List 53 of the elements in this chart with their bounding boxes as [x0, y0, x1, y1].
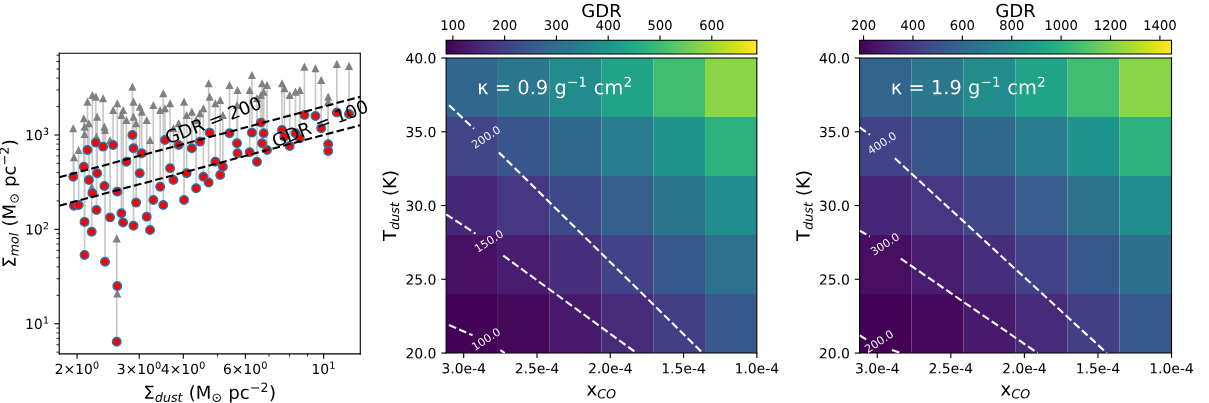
y-tick-label: 35.0: [406, 126, 436, 138]
y-tick-label: 25.0: [819, 274, 849, 285]
x-tick-label: 1.0e-4: [736, 363, 779, 374]
y-tick-label: 25.0: [406, 274, 436, 285]
x-axis-title: x$_{CO}$: [586, 385, 616, 399]
color-bar-label: 200: [851, 20, 876, 31]
y-axis-title: T$_{dust}$ (K): [795, 171, 813, 242]
x-tick-label: 2.0e-4: [1003, 363, 1046, 374]
x-axis-title: x$_{CO}$: [1001, 385, 1030, 399]
x-tick-label: 2.5e-4: [929, 363, 973, 374]
y-tick-label: 20.0: [406, 348, 436, 359]
x-tick-label: 1.5e-4: [662, 363, 706, 374]
color-bar-label: 600: [700, 20, 724, 31]
y-tick-label: 10$^{1}$: [26, 316, 49, 330]
annotation: κ = 1.9 g$^{−1}$ cm$^{2}$: [892, 76, 1045, 99]
color-bar-label: 800: [1000, 20, 1024, 31]
y-axis-title: Σ$_{mol}$ (M$_{⊙}$ pc$^{−2}$): [0, 140, 20, 267]
color-bar-label: 500: [648, 20, 672, 31]
color-bar-label: 100: [441, 20, 465, 31]
y-tick-label: 30.0: [820, 200, 849, 211]
x-tick-label: 1.0e-4: [1150, 363, 1193, 374]
color-bar-title: GDR: [582, 3, 622, 18]
x-tick-label: 3.0e-4: [856, 363, 899, 374]
annotation: κ = 0.9 g$^{−1}$ cm$^{2}$: [479, 76, 631, 99]
annotation: GDR = 200: [164, 95, 262, 145]
color-bar-label: 300: [544, 20, 569, 31]
x-tick-label: 3.0e-4: [442, 363, 486, 374]
color-bar-label: 1400: [1144, 20, 1176, 31]
y-tick-label: 40.0: [406, 53, 436, 64]
x-axis-title: Σ$_{dust}$ (M$_{⊙}$ pc$^{−2}$): [145, 382, 275, 403]
x-tick-label: 3×10$^{0}$: [117, 361, 161, 375]
color-bar-label: 600: [950, 20, 975, 31]
x-tick-label: 2.0e-4: [589, 363, 632, 374]
y-tick-label: 40.0: [819, 53, 849, 64]
color-bar-label: 200: [493, 20, 517, 31]
x-tick-label: 2.5e-4: [515, 363, 559, 374]
color-bar-label: 1000: [1045, 20, 1078, 31]
y-tick-label: 35.0: [820, 126, 849, 138]
color-bar-label: 400: [596, 20, 620, 31]
x-tick-label: 10$^{1}$: [312, 361, 335, 375]
x-tick-label: 6×10$^{0}$: [223, 361, 267, 375]
y-axis-title: T$_{dust}$ (K): [382, 171, 400, 242]
x-tick-label: 4×10$^{0}$: [161, 361, 205, 375]
color-bar-label: 1200: [1095, 20, 1127, 31]
y-tick-label: 10$^{3}$: [26, 127, 49, 141]
color-bar-label: 400: [901, 20, 925, 31]
y-tick-label: 30.0: [406, 200, 436, 211]
x-tick-label: 1.5e-4: [1077, 363, 1120, 374]
color-bar-title: GDR: [996, 3, 1036, 18]
annotation: GDR = 100: [271, 99, 369, 148]
y-tick-label: 10$^{2}$: [26, 221, 49, 235]
y-tick-label: 20.0: [819, 348, 849, 359]
x-tick-label: 2×10$^{0}$: [55, 361, 99, 375]
